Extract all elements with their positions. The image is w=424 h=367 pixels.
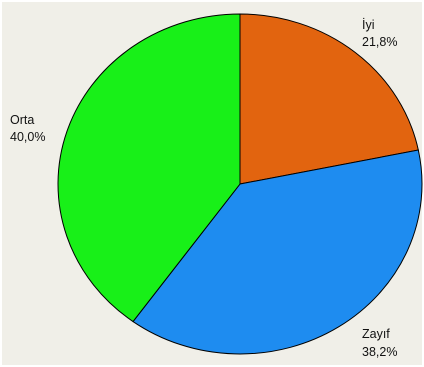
pie-slices — [57, 13, 423, 355]
slice-label-2: Zayıf — [362, 327, 390, 341]
slice-value-label-2: 38,2% — [362, 345, 397, 359]
slice-value-label-3: 40,0% — [10, 130, 45, 144]
pie-labels: İyi 21,8% Zayıf 38,2% Orta 40,0% — [10, 18, 397, 359]
slice-label-3: Orta — [10, 113, 34, 127]
slice-label-1: İyi — [362, 18, 375, 32]
pie-slice-2 — [132, 149, 423, 355]
slice-value-label-1: 21,8% — [362, 35, 397, 49]
pie-slice-3 — [57, 13, 241, 323]
pie-slice-1 — [239, 13, 419, 185]
